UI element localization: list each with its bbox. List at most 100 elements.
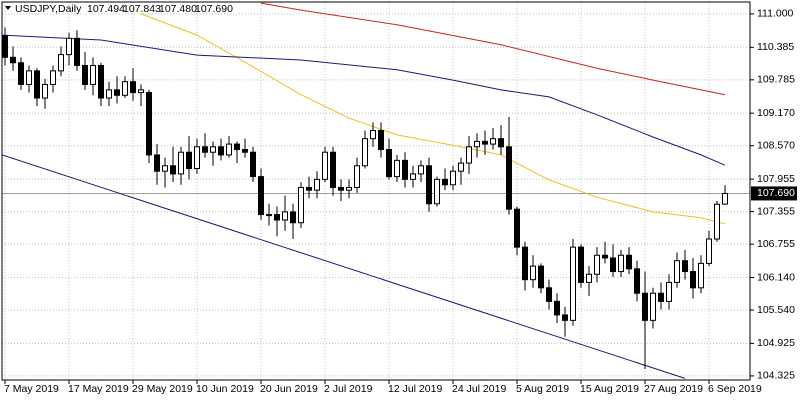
candle-body <box>250 151 256 178</box>
candle-body <box>674 260 680 283</box>
candle-body <box>66 37 72 56</box>
candle-body <box>346 186 352 191</box>
y-tick-label: 111.000 <box>757 8 794 20</box>
header-icon <box>5 6 11 10</box>
candle-body <box>10 56 16 64</box>
candle-body <box>98 64 104 99</box>
candle-body <box>218 146 224 156</box>
candle-body <box>138 89 144 94</box>
y-tick-label: 107.955 <box>757 173 795 185</box>
y-tick-label: 107.355 <box>757 205 795 217</box>
candle-body <box>506 146 512 210</box>
candle-body <box>650 292 656 321</box>
x-tick-label: 5 Aug 2019 <box>516 383 569 395</box>
candle-body <box>626 254 632 270</box>
candle-body <box>234 143 240 151</box>
header-value: 107.480 <box>159 3 197 15</box>
candle-body <box>666 281 672 302</box>
candle-body <box>538 265 544 289</box>
last-price-box <box>751 186 797 201</box>
candle-body <box>450 170 456 186</box>
y-tick-label: 106.755 <box>757 238 795 250</box>
candle-body <box>50 70 56 85</box>
candle-body <box>210 146 216 153</box>
candle-body <box>290 211 296 224</box>
candle-body <box>26 70 32 85</box>
x-tick-label: 27 Aug 2019 <box>644 383 703 395</box>
candle-body <box>266 214 272 217</box>
candle-body <box>338 186 344 191</box>
candle-body <box>306 186 312 191</box>
candle-body <box>490 138 496 145</box>
candle-body <box>330 151 336 188</box>
candle-body <box>18 62 24 85</box>
candle-body <box>74 37 80 66</box>
candle-body <box>130 81 136 94</box>
y-tick-label: 108.570 <box>757 139 795 151</box>
candle-body <box>274 214 280 221</box>
header-value: 107.843 <box>123 3 161 15</box>
plot-frame <box>1 1 751 381</box>
indicator-line <box>2 154 686 379</box>
candle-body <box>690 271 696 289</box>
candle-body <box>394 159 400 178</box>
candle-body <box>498 138 504 148</box>
candle-body <box>722 192 728 205</box>
candle-body <box>202 146 208 153</box>
candle-body <box>474 140 480 148</box>
x-tick-label: 24 Jul 2019 <box>452 383 506 395</box>
candle-body <box>122 81 128 96</box>
y-tick-label: 110.385 <box>757 41 794 53</box>
candle-body <box>570 246 576 321</box>
candle-body <box>402 159 408 180</box>
candle-body <box>114 89 120 96</box>
candle-body <box>362 138 368 167</box>
candle-body <box>146 92 152 156</box>
y-tick-label: 109.785 <box>757 74 795 86</box>
x-tick-label: 15 Aug 2019 <box>580 383 639 395</box>
candle-body <box>186 151 192 169</box>
header-value: 107.494 <box>87 3 125 15</box>
y-tick-label: 106.140 <box>757 271 795 283</box>
candle-body <box>634 268 640 294</box>
candle-body <box>546 287 552 302</box>
candle-body <box>314 178 320 191</box>
candle-body <box>42 83 48 99</box>
candle-body <box>594 254 600 275</box>
indicator-line <box>260 2 726 96</box>
candle-body <box>706 238 712 264</box>
candle-body <box>618 254 624 273</box>
candle-body <box>282 211 288 221</box>
candle-body <box>418 165 424 175</box>
x-tick-label: 29 May 2019 <box>132 383 193 395</box>
candle-body <box>466 146 472 164</box>
candle-body <box>178 151 184 175</box>
candle-body <box>482 140 488 145</box>
header-value: 107.690 <box>195 3 233 15</box>
header-symbol: USDJPY,Daily <box>15 3 82 15</box>
y-tick-label: 109.170 <box>757 107 795 119</box>
candle-body <box>426 165 432 205</box>
candle-body <box>442 178 448 186</box>
last-price-label: 107.690 <box>757 187 795 199</box>
candle-body <box>370 130 376 140</box>
candle-body <box>194 146 200 169</box>
candle-body <box>154 154 160 172</box>
candle-body <box>58 54 64 72</box>
candle-body <box>602 254 608 259</box>
x-tick-label: 10 Jun 2019 <box>196 383 254 395</box>
x-tick-label: 12 Jul 2019 <box>388 383 442 395</box>
candle-body <box>170 165 176 175</box>
candle-body <box>162 165 168 172</box>
candle-body <box>610 257 616 273</box>
y-tick-label: 105.540 <box>757 304 795 316</box>
candle-body <box>682 260 688 273</box>
indicator-line <box>2 34 726 166</box>
candle-body <box>554 300 560 316</box>
candle-body <box>386 149 392 178</box>
candles <box>2 27 728 370</box>
candle-body <box>562 314 568 321</box>
candle-body <box>658 292 664 302</box>
